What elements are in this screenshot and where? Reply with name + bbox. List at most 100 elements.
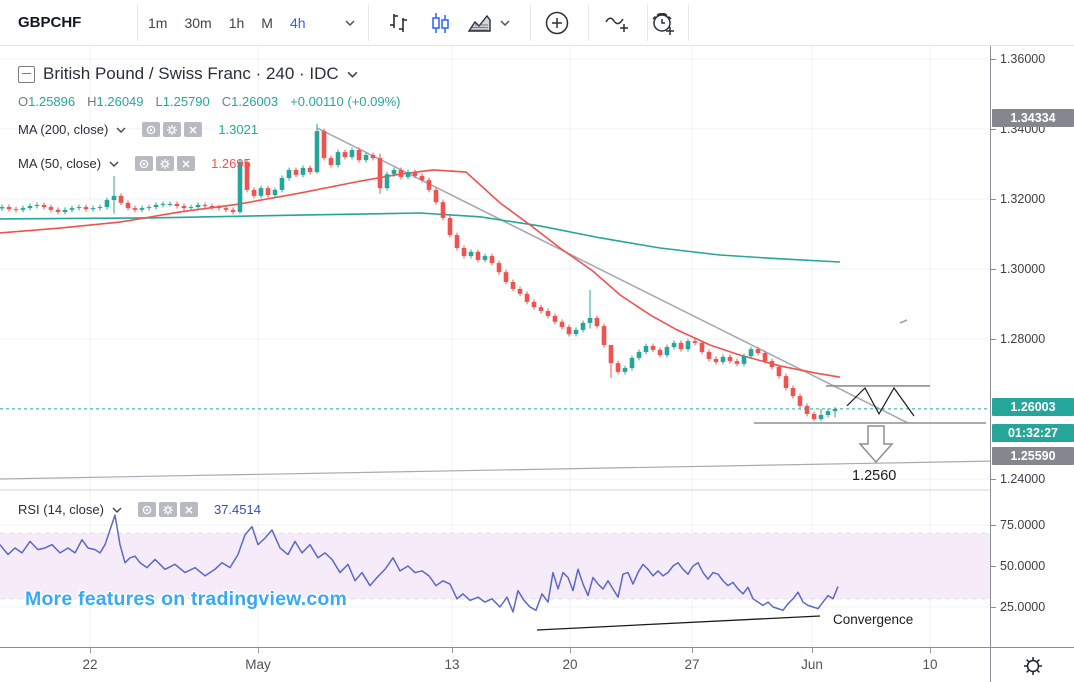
time-axis-label: 20 — [562, 657, 578, 672]
timeframe-button-1h[interactable]: 1h — [228, 14, 245, 31]
time-axis-tick — [692, 648, 693, 653]
ma200-value: 1.3021 — [218, 122, 259, 137]
rsi-legend-row: RSI (14, close) 37.4514 — [18, 502, 261, 517]
time-axis[interactable]: 22 May 13 20 27 Jun 10 — [0, 647, 990, 682]
ma200-close-icon[interactable] — [184, 122, 203, 137]
price-badge-gray: 1.25590 — [992, 447, 1074, 465]
toolbar-separator — [647, 4, 648, 41]
rsi-value: 37.4514 — [213, 502, 261, 517]
target-price-annotation: 1.2560 — [852, 468, 897, 484]
time-axis-label: May — [245, 657, 271, 672]
rsi-band — [0, 533, 990, 599]
price-axis-tick — [991, 566, 996, 567]
area-chart-icon[interactable] — [464, 8, 494, 38]
open-label: O — [18, 94, 29, 109]
rsi-chevron-down-icon[interactable] — [112, 507, 122, 513]
price-chart[interactable] — [0, 45, 990, 647]
rsi-eye-icon[interactable] — [137, 502, 156, 517]
time-axis-label: Jun — [801, 657, 823, 672]
change-value: +0.00110 (+0.09%) — [290, 94, 401, 109]
time-axis-label: 22 — [82, 657, 98, 672]
ma200-chevron-down-icon[interactable] — [116, 127, 126, 133]
ma50-close-icon[interactable] — [177, 156, 196, 171]
candlestick-chart-icon[interactable] — [425, 8, 455, 38]
time-axis-tick — [570, 648, 571, 653]
timeframe-button-1m[interactable]: 1m — [148, 14, 168, 31]
timeframe-group: 1m 30m 1h M 4h — [148, 0, 306, 45]
symbol-legend-row: British Pound / Swiss Franc · 240 · IDC — [18, 64, 358, 84]
high-label: H — [87, 94, 97, 109]
close-label: C — [221, 94, 232, 109]
time-axis-tick — [90, 648, 91, 653]
price-axis-tick — [991, 607, 996, 608]
ma200-legend-row: MA (200, close) 1.3021 — [18, 122, 258, 137]
compare-add-icon[interactable] — [542, 8, 572, 38]
ohlc-row: O1.25896 H1.26049 L1.25790 C1.26003 +0.0… — [18, 94, 400, 109]
open-value: 1.25896 — [28, 94, 76, 109]
ma50-eye-icon[interactable] — [135, 156, 154, 171]
price-axis-label: 1.32000 — [1000, 192, 1046, 206]
toolbar-separator — [137, 4, 138, 41]
price-axis-label: 50.0000 — [1000, 559, 1046, 573]
line-tool-icon[interactable] — [602, 8, 632, 38]
rsi-close-icon[interactable] — [179, 502, 198, 517]
price-axis-tick — [991, 479, 996, 480]
ma200-eye-icon[interactable] — [142, 122, 161, 137]
price-axis-tick — [991, 129, 996, 130]
timeframe-button-4h[interactable]: 4h — [289, 14, 306, 31]
chart-title[interactable]: British Pound / Swiss Franc · 240 · IDC — [43, 64, 339, 83]
price-axis-label: 1.24000 — [1000, 472, 1046, 486]
ma50-legend-row: MA (50, close) 1.2695 — [18, 156, 251, 171]
axis-settings-corner[interactable] — [990, 647, 1074, 682]
price-axis-label: 75.0000 — [1000, 518, 1046, 532]
time-axis-tick — [930, 648, 931, 653]
ma50-label[interactable]: MA (50, close) — [18, 156, 102, 171]
price-axis-label: 1.36000 — [1000, 52, 1046, 66]
close-value: 1.26003 — [231, 94, 279, 109]
indicator-lines — [0, 127, 990, 480]
ma50-gear-icon[interactable] — [156, 156, 175, 171]
user-drawings[interactable] — [0, 319, 990, 464]
time-axis-tick — [812, 648, 813, 653]
low-label: L — [155, 94, 163, 109]
title-chevron-down-icon[interactable] — [347, 71, 358, 78]
toolbar-separator — [588, 4, 589, 41]
convergence-annotation: Convergence — [833, 612, 914, 627]
timeframe-chevron-down-icon[interactable] — [335, 8, 365, 38]
rsi-gear-icon[interactable] — [158, 502, 177, 517]
symbol-button[interactable]: GBPCHF — [18, 14, 82, 31]
price-axis[interactable]: 1.36000 1.34000 1.32000 1.30000 1.28000 1.240… — [990, 45, 1074, 647]
timeframe-button-30m[interactable]: 30m — [184, 14, 212, 31]
time-axis-tick — [258, 648, 259, 653]
time-axis-tick — [452, 648, 453, 653]
timeframe-button-M[interactable]: M — [261, 14, 273, 31]
price-axis-tick — [991, 525, 996, 526]
ma50-value: 1.2695 — [211, 156, 251, 171]
price-axis-tick — [991, 199, 996, 200]
price-axis-label: 1.28000 — [1000, 332, 1046, 346]
price-axis-label: 25.0000 — [1000, 600, 1046, 614]
bar-chart-icon[interactable] — [383, 8, 413, 38]
ma50-chevron-down-icon[interactable] — [109, 161, 119, 167]
collapse-legend-icon[interactable] — [18, 65, 35, 83]
price-badge-teal: 01:32:27 — [992, 424, 1074, 442]
ma200-label[interactable]: MA (200, close) — [18, 122, 109, 137]
price-axis-label: 1.30000 — [1000, 262, 1046, 276]
toolbar-separator — [688, 4, 689, 41]
time-axis-label: 27 — [684, 657, 700, 672]
gear-sun-icon[interactable] — [1022, 655, 1044, 677]
rsi-plot — [0, 514, 839, 631]
rsi-label[interactable]: RSI (14, close) — [18, 502, 104, 517]
chart-style-chevron-down-icon[interactable] — [496, 8, 514, 38]
ma200-gear-icon[interactable] — [163, 122, 182, 137]
toolbar-separator — [530, 4, 531, 41]
price-axis-tick — [991, 269, 996, 270]
tradingview-watermark-link[interactable]: More features on tradingview.com — [25, 588, 348, 610]
time-axis-label: 10 — [922, 657, 938, 672]
price-axis-tick — [991, 339, 996, 340]
candles — [0, 123, 838, 421]
toolbar: GBPCHF 1m 30m 1h M 4h — [0, 0, 1074, 46]
toolbar-separator — [368, 4, 369, 41]
alert-clock-icon[interactable] — [648, 8, 678, 38]
